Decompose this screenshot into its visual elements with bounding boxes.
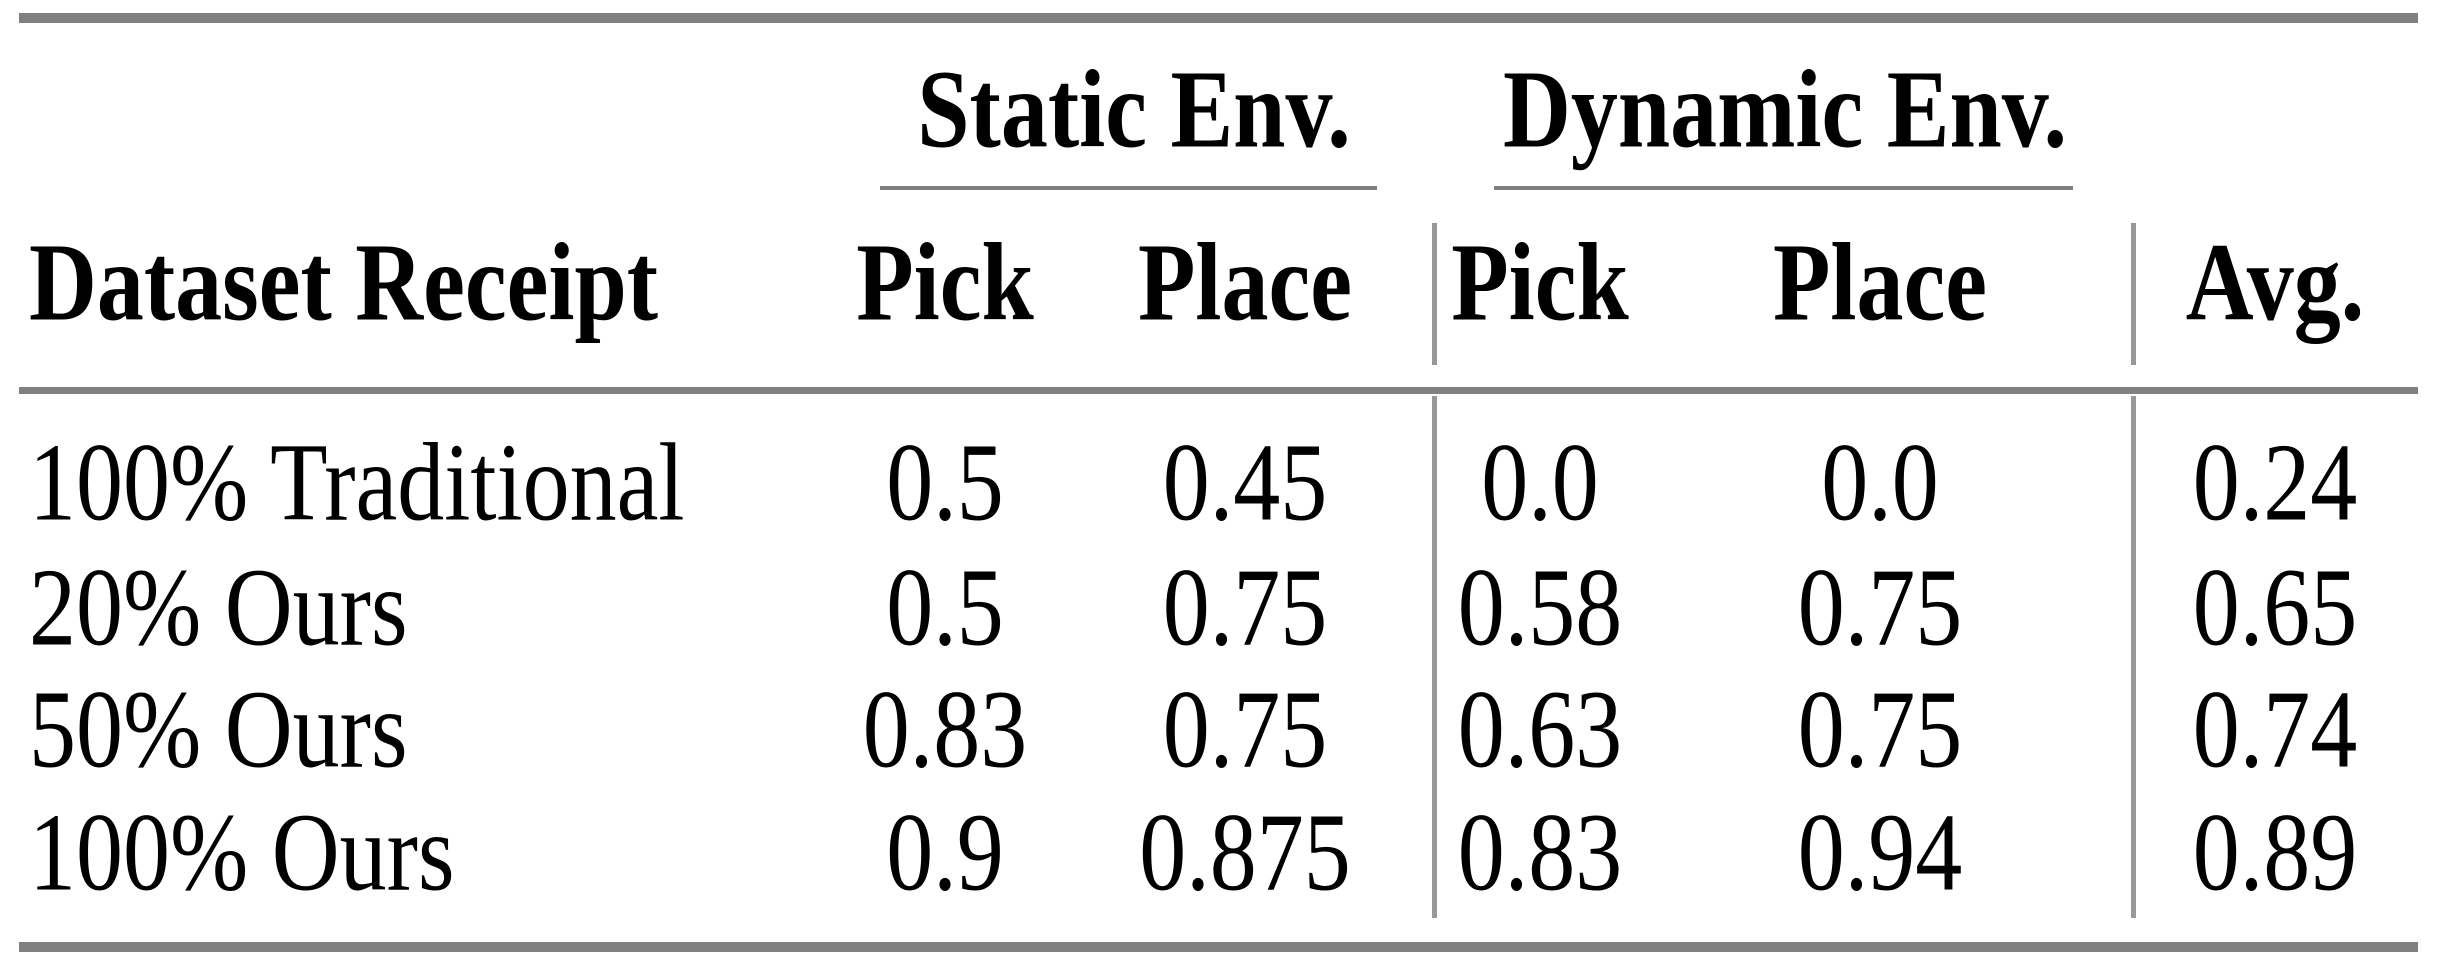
column-header-static-pick: Pick [856,221,1034,345]
group-header-dynamic: Dynamic Env. [1502,48,2068,172]
cell-static-place: 0.875 [1139,791,1351,915]
cell-dynamic-pick: 0.0 [1481,421,1599,545]
cell-static-pick: 0.83 [862,668,1028,792]
vrule-dynamic-avg-body [2131,396,2136,918]
results-table: Static Env. Dynamic Env. Dataset Receipt… [19,13,2418,952]
cmidrule-dynamic [1494,186,2073,190]
row-label: 100% Traditional [29,421,685,545]
column-header-dataset: Dataset Receipt [29,221,659,345]
vrule-static-dynamic-body [1432,396,1437,918]
cell-dynamic-pick: 0.63 [1457,668,1623,792]
cell-avg: 0.74 [2192,668,2358,792]
cell-static-place: 0.45 [1162,421,1328,545]
row-label: 50% Ours [29,668,408,792]
cell-dynamic-pick: 0.58 [1457,546,1623,670]
column-header-static-place: Place [1138,221,1352,345]
vrule-static-dynamic-header [1432,223,1437,365]
cell-static-pick: 0.5 [886,546,1004,670]
cmidrule-static [880,186,1377,190]
cell-avg: 0.65 [2192,546,2358,670]
cell-avg: 0.24 [2192,421,2358,545]
cell-dynamic-place: 0.94 [1797,791,1963,915]
vrule-dynamic-avg-header [2131,223,2136,365]
bottom-rule [19,942,2418,952]
cell-dynamic-place: 0.75 [1797,546,1963,670]
top-rule [19,13,2418,23]
row-label: 100% Ours [29,791,455,915]
cell-avg: 0.89 [2192,791,2358,915]
group-header-static: Static Env. [917,48,1351,172]
cell-static-place: 0.75 [1162,668,1328,792]
cell-static-pick: 0.5 [886,421,1004,545]
column-header-avg: Avg. [2185,221,2365,345]
column-header-dynamic-pick: Pick [1451,221,1629,345]
cell-dynamic-place: 0.75 [1797,668,1963,792]
header-midrule [19,387,2418,394]
row-label: 20% Ours [29,546,408,670]
cell-dynamic-place: 0.0 [1821,421,1939,545]
cell-static-pick: 0.9 [886,791,1004,915]
cell-dynamic-pick: 0.83 [1457,791,1623,915]
cell-static-place: 0.75 [1162,546,1328,670]
column-header-dynamic-place: Place [1773,221,1987,345]
